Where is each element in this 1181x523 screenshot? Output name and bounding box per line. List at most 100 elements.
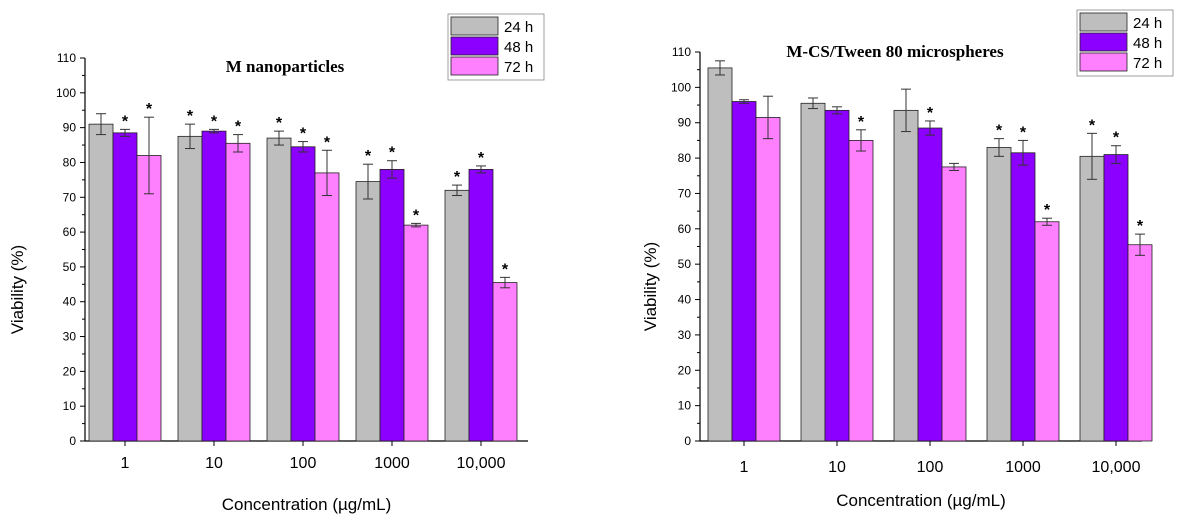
significance-marker: * — [927, 105, 934, 122]
y-axis-title: Viability (%) — [8, 245, 27, 334]
x-tick-label: 1 — [121, 455, 130, 472]
significance-marker: * — [365, 148, 372, 165]
bar-24h-2 — [266, 137, 292, 442]
y-tick-label: 50 — [678, 257, 692, 271]
bar-24h-0 — [707, 67, 733, 442]
y-tick-label: 20 — [678, 363, 692, 377]
legend-label: 72 h — [1133, 55, 1162, 72]
y-tick-label: 110 — [672, 45, 691, 59]
significance-marker: * — [454, 169, 461, 186]
significance-marker: * — [211, 113, 218, 130]
y-tick-label: 0 — [69, 434, 76, 448]
legend-swatch-48h — [1079, 32, 1128, 52]
bar-48h-2 — [290, 146, 316, 442]
bar-24h-3 — [986, 147, 1012, 442]
bar-48h-4 — [1103, 154, 1129, 442]
significance-marker: * — [235, 119, 242, 136]
y-tick-label: 100 — [671, 80, 691, 94]
bar-48h-3 — [379, 169, 405, 442]
chart-title: M-CS/Tween 80 microspheres — [786, 42, 1004, 61]
y-tick-label: 90 — [63, 121, 77, 135]
significance-marker: * — [146, 101, 153, 118]
legend-swatch-48h — [450, 36, 499, 56]
bar-24h-4 — [1079, 155, 1105, 442]
legend: 24 h 48 h 72 h — [447, 13, 545, 81]
significance-marker: * — [996, 123, 1003, 140]
bar-24h-0 — [88, 123, 114, 442]
bar-48h-3 — [1010, 152, 1036, 442]
bar-24h-1 — [800, 102, 826, 442]
bar-72h-0 — [755, 117, 781, 442]
significance-marker: * — [502, 261, 509, 278]
legend-label: 48 h — [504, 39, 533, 56]
x-axis-title: Concentration (µg/mL) — [836, 491, 1005, 510]
bar-72h-4 — [492, 282, 518, 442]
bar-48h-2 — [917, 127, 943, 442]
significance-marker: * — [1089, 117, 1096, 134]
x-tick-label: 10,000 — [1092, 459, 1141, 476]
y-tick-label: 110 — [57, 51, 76, 65]
x-tick-label: 10 — [828, 459, 846, 476]
y-tick-label: 100 — [56, 86, 76, 100]
bar-48h-4 — [468, 169, 494, 442]
y-tick-label: 70 — [678, 186, 692, 200]
y-tick-label: 40 — [63, 295, 77, 309]
y-tick-label: 80 — [63, 155, 77, 169]
bar-72h-0 — [136, 155, 162, 442]
bar-48h-0 — [731, 101, 757, 442]
bar-48h-1 — [824, 109, 850, 442]
y-tick-label: 70 — [63, 190, 77, 204]
bar-24h-4 — [444, 189, 470, 442]
y-tick-label: 50 — [63, 260, 77, 274]
x-tick-label: 100 — [290, 455, 317, 472]
significance-marker: * — [389, 145, 396, 162]
bar-24h-2 — [893, 109, 919, 442]
y-tick-label: 10 — [678, 399, 692, 413]
chart-title: M nanoparticles — [226, 57, 345, 76]
bar-72h-1 — [848, 140, 874, 442]
y-tick-label: 20 — [63, 364, 77, 378]
legend-label: 24 h — [1133, 15, 1162, 32]
bar-24h-3 — [355, 181, 381, 442]
legend-swatch-72h — [450, 56, 499, 76]
significance-marker: * — [300, 126, 307, 143]
bar-72h-2 — [941, 166, 967, 442]
significance-marker: * — [858, 114, 865, 131]
y-tick-label: 80 — [678, 151, 692, 165]
y-tick-label: 90 — [678, 116, 692, 130]
bar-48h-1 — [201, 130, 227, 442]
significance-marker: * — [324, 134, 331, 151]
significance-marker: * — [122, 113, 129, 130]
x-tick-label: 10 — [205, 455, 223, 472]
bar-48h-0 — [112, 132, 138, 442]
bar-72h-3 — [1034, 221, 1060, 442]
x-tick-label: 1 — [740, 459, 749, 476]
legend-swatch-24h — [450, 16, 499, 36]
y-tick-label: 0 — [684, 434, 691, 448]
bar-72h-1 — [225, 142, 251, 442]
y-tick-label: 60 — [63, 225, 77, 239]
y-axis-title: Viability (%) — [641, 242, 660, 331]
legend-label: 24 h — [504, 19, 533, 36]
bar-24h-1 — [177, 135, 203, 442]
significance-marker: * — [1020, 124, 1027, 141]
significance-marker: * — [1044, 202, 1051, 219]
legend-label: 48 h — [1133, 35, 1162, 52]
legend-swatch-72h — [1079, 52, 1128, 72]
y-tick-label: 60 — [678, 222, 692, 236]
x-tick-label: 10,000 — [457, 455, 506, 472]
significance-marker: * — [1137, 218, 1144, 235]
significance-marker: * — [478, 150, 485, 167]
y-tick-label: 30 — [63, 330, 77, 344]
x-tick-label: 100 — [917, 459, 944, 476]
legend-label: 72 h — [504, 59, 533, 76]
significance-marker: * — [413, 207, 420, 224]
x-tick-label: 1000 — [374, 455, 410, 472]
legend: 24 h 48 h 72 h — [1076, 9, 1174, 77]
y-tick-label: 40 — [678, 293, 692, 307]
y-tick-label: 30 — [678, 328, 692, 342]
legend-swatch-24h — [1079, 12, 1128, 32]
significance-marker: * — [187, 108, 194, 125]
